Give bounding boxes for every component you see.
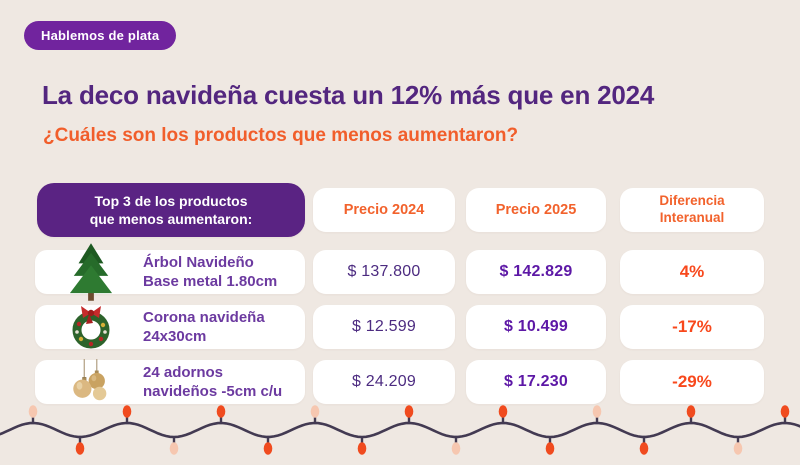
table-header-products: Top 3 de los productos que menos aumenta… xyxy=(37,183,305,237)
table-header-products-line1: Top 3 de los productos xyxy=(94,192,248,209)
table-header-diff-line1: Diferencia xyxy=(659,193,725,209)
price-2024-cell: $ 12.599 xyxy=(313,305,455,349)
subtitle-highlight: menos xyxy=(331,125,393,146)
price-2024-value: $ 24.209 xyxy=(352,373,416,390)
price-2024-cell: $ 137.800 xyxy=(313,250,455,294)
subtitle-post: aumentaron? xyxy=(392,125,519,146)
product-name-line1: Árbol Navideño xyxy=(143,253,254,271)
title-pre: La deco navideña cuesta un xyxy=(42,80,391,110)
product-name-line1: Corona navideña xyxy=(143,308,265,326)
page-title: La deco navideña cuesta un 12% más que e… xyxy=(42,80,654,111)
table-header-price-2025: Precio 2025 xyxy=(466,188,606,232)
price-2024-value: $ 137.800 xyxy=(347,263,421,280)
brand-badge: Hablemos de plata xyxy=(24,21,177,50)
table-row-product-adornos: 24 adornos navideños -5cm c/u xyxy=(35,359,305,405)
product-name: 24 adornos navideños -5cm c/u xyxy=(143,363,282,401)
diff-cell: -17% xyxy=(620,305,764,349)
product-name-line2: Base metal 1.80cm xyxy=(143,273,278,290)
title-post: que en 2024 xyxy=(500,80,655,110)
page-subtitle: ¿Cuáles son los productos que menos aume… xyxy=(43,125,518,147)
table-header-diff-line2: Interanual xyxy=(659,210,725,225)
product-name-line1: 24 adornos xyxy=(143,363,224,381)
price-2025-cell: $ 17.230 xyxy=(466,360,606,404)
christmas-tree-icon xyxy=(63,242,119,302)
price-2024-cell: $ 24.209 xyxy=(313,360,455,404)
brand-badge-label: Hablemos de plata xyxy=(41,28,160,43)
product-name-line2: 24x30cm xyxy=(143,328,207,345)
wreath-icon xyxy=(63,303,119,351)
product-name: Corona navideña 24x30cm xyxy=(143,308,265,346)
title-highlight: 12% más xyxy=(390,80,501,110)
price-2025-value: $ 10.499 xyxy=(504,318,568,335)
table-row-product-corona: Corona navideña 24x30cm xyxy=(35,305,305,349)
table-header-diff: Diferencia Interanual xyxy=(620,188,764,232)
diff-value: 4% xyxy=(679,262,705,281)
christmas-lights-garland xyxy=(0,405,800,455)
price-2025-value: $ 142.829 xyxy=(499,263,573,280)
price-2025-cell: $ 142.829 xyxy=(466,250,606,294)
table-header-products-line2: que menos aumentaron: xyxy=(89,211,253,227)
diff-value: -29% xyxy=(672,372,712,391)
diff-cell: -29% xyxy=(620,360,764,404)
table-header-price-2024: Precio 2024 xyxy=(313,188,455,232)
price-2025-value: $ 17.230 xyxy=(504,373,568,390)
product-name-line2: navideños -5cm c/u xyxy=(143,383,283,400)
price-2024-value: $ 12.599 xyxy=(352,318,416,335)
price-2025-cell: $ 10.499 xyxy=(466,305,606,349)
diff-cell: 4% xyxy=(620,250,764,294)
table-header-price-2024-label: Precio 2024 xyxy=(343,201,425,218)
product-name: Árbol Navideño Base metal 1.80cm xyxy=(143,253,277,291)
diff-value: -17% xyxy=(672,317,712,336)
table-header-price-2025-label: Precio 2025 xyxy=(495,201,577,218)
ornaments-icon xyxy=(63,359,119,405)
table-row-product-arbol: Árbol Navideño Base metal 1.80cm xyxy=(35,243,305,301)
subtitle-pre: ¿Cuáles son los productos que xyxy=(43,125,332,146)
